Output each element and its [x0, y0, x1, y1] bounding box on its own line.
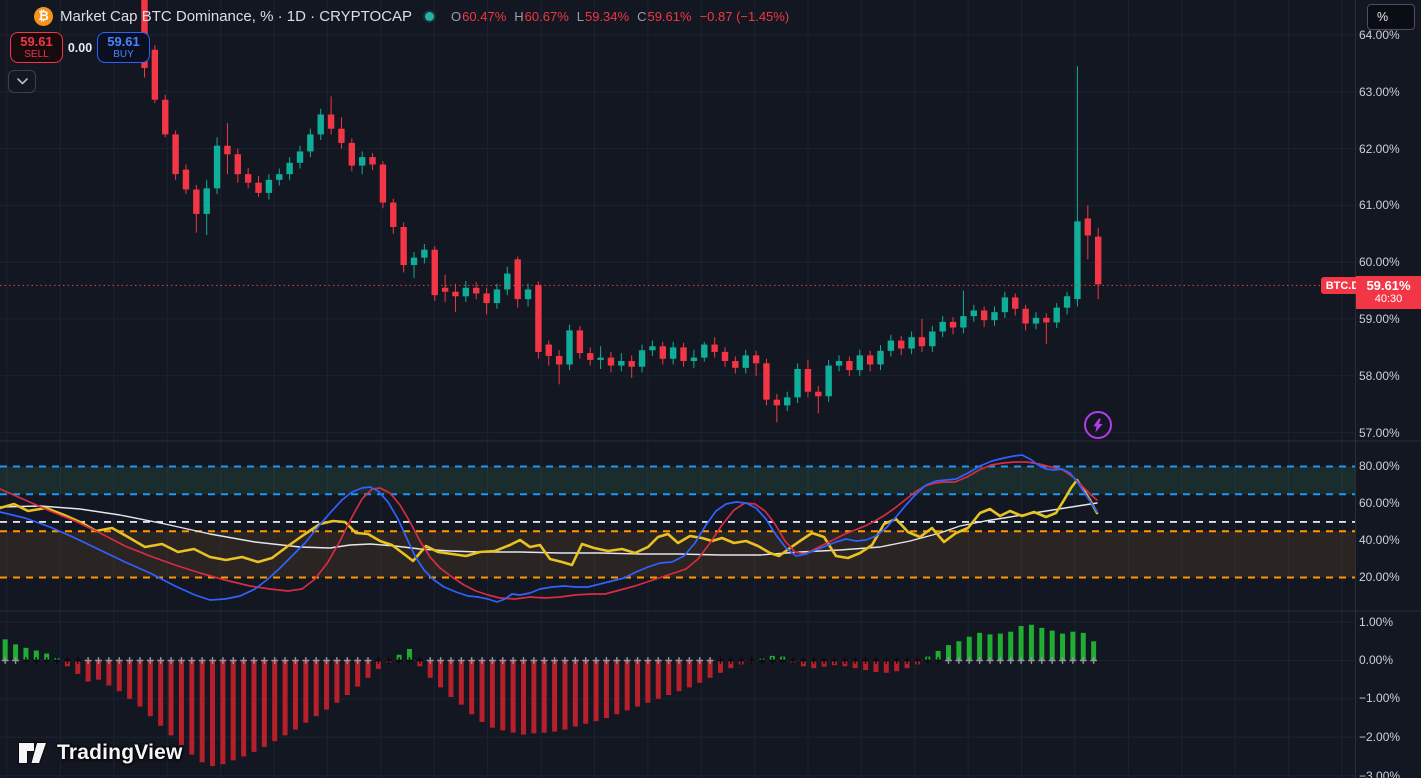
open-value: 60.47% [462, 8, 507, 24]
trade-panel: 59.61 SELL 0.00 59.61 BUY [10, 32, 150, 63]
price-axis-label: −1.00% [1359, 691, 1401, 705]
ohlc-values: O 60.47% H 60.67% L 59.34% C 59.61% −0.87 (−… [451, 9, 789, 24]
price-axis-label: 62.00% [1359, 142, 1400, 156]
price-axis[interactable]: 64.00% 63.00% 62.00% 61.00% 60.00% 59.00% 58.0… [1356, 0, 1421, 778]
price-axis-label: 1.00% [1359, 615, 1394, 629]
percent-scale-button[interactable]: % [1367, 4, 1415, 30]
change-value: −0.87 (−1.45%) [699, 8, 790, 24]
price-axis-label: −2.00% [1359, 730, 1401, 744]
symbol-legend: ₿ Market Cap BTC Dominance, % · 1D · CRY… [34, 5, 789, 27]
price-axis-label: 40.00% [1359, 533, 1400, 547]
sell-label: SELL [24, 49, 49, 61]
bar-countdown: 40:30 [1374, 293, 1403, 305]
open-label: O [451, 8, 462, 24]
bitcoin-icon: ₿ [34, 6, 53, 26]
buy-price: 59.61 [107, 33, 140, 49]
high-value: 60.67% [524, 8, 569, 24]
price-axis-label: 58.00% [1359, 369, 1400, 383]
low-value: 59.34% [584, 8, 630, 24]
tradingview-logo[interactable]: TradingView [18, 740, 183, 766]
low-label: L [576, 8, 584, 24]
buy-label: BUY [113, 49, 134, 61]
buy-button[interactable]: 59.61 BUY [97, 32, 150, 63]
price-axis-label: 60.00% [1359, 255, 1400, 269]
tradingview-logo-text: TradingView [57, 741, 183, 764]
price-axis-label: 20.00% [1359, 570, 1400, 584]
spread-value: 0.00 [67, 40, 93, 55]
chevron-down-icon [16, 78, 28, 85]
sell-price: 59.61 [20, 33, 53, 49]
price-axis-label: 64.00% [1359, 28, 1400, 42]
price-axis-label: 60.00% [1359, 496, 1400, 510]
close-label: C [637, 8, 647, 24]
lightning-icon[interactable] [1084, 411, 1112, 439]
tradingview-logo-mark [18, 742, 48, 764]
last-price-value: 59.61% [1366, 278, 1411, 293]
price-axis-label: −3.00% [1359, 769, 1401, 778]
symbol-title[interactable]: Market Cap BTC Dominance, % · 1D · CRYPT… [60, 7, 413, 25]
last-price-label: 59.61% 40:30 [1356, 276, 1421, 309]
price-axis-label: 57.00% [1359, 426, 1400, 440]
market-status-dot[interactable] [425, 11, 435, 21]
price-axis-label: 61.00% [1359, 198, 1400, 212]
price-axis-label: 80.00% [1359, 459, 1400, 473]
symbol-price-tag: BTC.D [1321, 277, 1364, 294]
close-value: 59.61% [647, 8, 692, 24]
legend-collapse-button[interactable] [8, 70, 36, 93]
price-axis-label: 59.00% [1359, 312, 1400, 326]
sell-button[interactable]: 59.61 SELL [10, 32, 63, 63]
price-axis-label: 0.00% [1359, 653, 1394, 667]
high-label: H [514, 8, 524, 24]
price-axis-label: 63.00% [1359, 85, 1400, 99]
